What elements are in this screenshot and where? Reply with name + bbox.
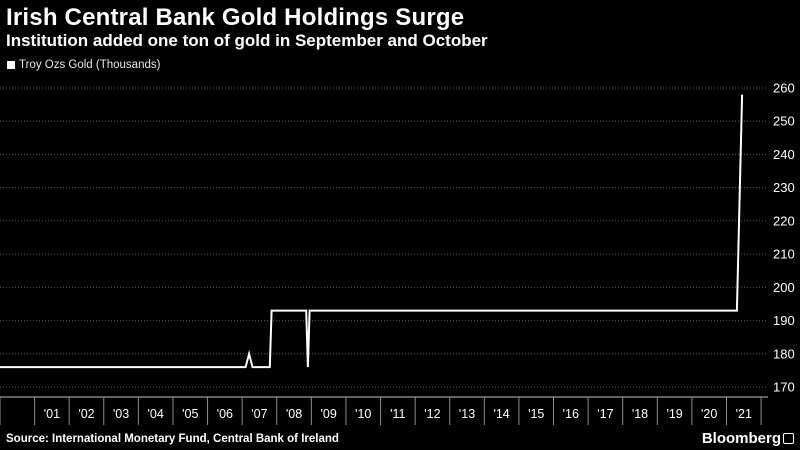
x-tick-label: '05 <box>182 407 198 421</box>
x-tick-label: '21 <box>736 407 752 421</box>
y-tick-label: 240 <box>773 147 795 162</box>
x-tick-label: '14 <box>493 407 509 421</box>
x-tick-label: '18 <box>632 407 648 421</box>
x-tick-label: '07 <box>251 407 267 421</box>
x-tick-label: '02 <box>78 407 94 421</box>
x-tick-label: '01 <box>44 407 60 421</box>
x-tick-label: '20 <box>701 407 717 421</box>
x-tick-label: '19 <box>666 407 682 421</box>
y-tick-label: 200 <box>773 280 795 295</box>
x-tick-label: '11 <box>390 407 405 421</box>
y-tick-label: 180 <box>773 346 795 361</box>
source-note: Source: International Monetary Fund, Cen… <box>6 433 339 445</box>
legend: Troy Ozs Gold (Thousands) <box>7 59 160 71</box>
x-tick-label: '13 <box>459 407 475 421</box>
x-tick-label: '12 <box>424 407 440 421</box>
brand-logo: Bloomberg <box>702 430 794 447</box>
y-tick-label: 260 <box>773 80 795 95</box>
y-tick-label: 220 <box>773 213 795 228</box>
x-tick-label: '15 <box>528 407 544 421</box>
series-line <box>0 94 744 369</box>
legend-label: Troy Ozs Gold (Thousands) <box>19 59 161 71</box>
brand-name: Bloomberg <box>701 430 781 447</box>
x-tick-label: '08 <box>286 407 302 421</box>
x-tick-label: '04 <box>148 407 164 421</box>
chart-title: Irish Central Bank Gold Holdings Surge <box>6 4 465 31</box>
y-tick-label: 210 <box>773 247 795 262</box>
x-tick-label: '10 <box>355 407 371 421</box>
x-tick-label: '09 <box>321 407 337 421</box>
legend-swatch <box>7 61 15 69</box>
y-tick-label: 190 <box>773 313 795 328</box>
x-tick-label: '03 <box>113 407 129 421</box>
y-tick-label: 230 <box>773 180 795 195</box>
y-tick-label: 170 <box>773 380 795 395</box>
y-tick-label: 250 <box>773 114 795 129</box>
x-tick-label: '17 <box>597 407 613 421</box>
chart-subtitle: Institution added one ton of gold in Sep… <box>6 31 488 50</box>
x-tick-label: '16 <box>563 407 579 421</box>
brand-icon <box>783 433 794 444</box>
x-tick-label: '06 <box>217 407 233 421</box>
